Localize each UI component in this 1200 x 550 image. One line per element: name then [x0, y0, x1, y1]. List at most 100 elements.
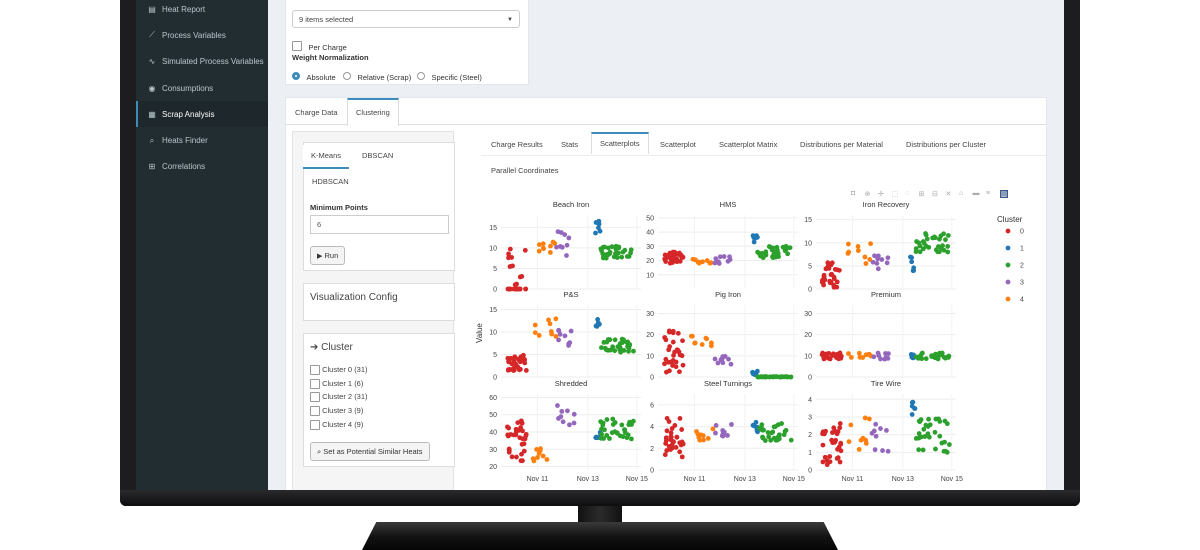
y-tick-label: 10 — [646, 272, 654, 279]
cluster-1-checkbox[interactable] — [310, 378, 320, 389]
tab-kmeans[interactable]: K-Means — [303, 145, 350, 169]
y-tick-label: 0 — [493, 375, 497, 382]
cluster-2-point — [760, 374, 766, 380]
sidebar-item-label: Scrap Analysis — [162, 109, 215, 119]
tab-dbscan[interactable]: DBSCAN — [362, 151, 394, 160]
per-charge-checkbox[interactable] — [292, 40, 302, 51]
cluster-title: Cluster — [321, 342, 353, 353]
cluster-2-point — [600, 422, 606, 428]
cluster-0-point — [821, 274, 827, 279]
legend-label[interactable]: 3 — [1020, 280, 1024, 287]
min-points-input[interactable]: 6 — [310, 215, 449, 234]
spike-icon[interactable]: ▬ — [972, 190, 980, 197]
panel-title: Steel Turnings — [704, 379, 752, 388]
y-tick-label: 10 — [804, 240, 812, 247]
specific-steel-radio[interactable] — [417, 71, 425, 80]
specific-steel-option[interactable]: Specific (Steel) — [417, 67, 482, 85]
tab-distributions-per-material[interactable]: Distributions per Material — [800, 140, 883, 149]
cluster-0-point — [828, 262, 834, 268]
per-charge-row[interactable]: Per Charge — [292, 37, 347, 55]
compare-icon[interactable]: ≡ — [986, 190, 991, 197]
cluster-4-point — [846, 351, 851, 356]
legend-label[interactable]: 4 — [1020, 297, 1024, 304]
legend-label[interactable]: 1 — [1020, 246, 1024, 253]
cluster-0-point — [837, 425, 843, 431]
legend-label[interactable]: 2 — [1020, 263, 1024, 270]
set-similar-heats-button[interactable]: ⌕ Set as Potential Similar Heats — [310, 442, 430, 461]
cluster-1-point — [909, 255, 915, 260]
relative-scrap-radio[interactable] — [343, 71, 351, 80]
tab-distributions-per-cluster[interactable]: Distributions per Cluster — [906, 140, 987, 149]
items-select[interactable]: 9 items selected ▼ — [292, 10, 520, 28]
relative-scrap-option[interactable]: Relative (Scrap) — [343, 67, 411, 85]
tab-stats[interactable]: Stats — [561, 140, 579, 149]
cluster-2-point — [599, 431, 605, 437]
sidebar-item-scrap-analysis[interactable]: ▦ Scrap Analysis — [136, 101, 268, 128]
cluster-2-point — [763, 374, 769, 380]
cluster-1-option[interactable]: Cluster 1 (6) — [310, 379, 363, 389]
zoom-out-icon[interactable]: ⊟ — [932, 191, 938, 198]
y-tick-label: 30 — [804, 311, 812, 318]
cluster-0-point — [821, 356, 827, 361]
cluster-2-point — [942, 355, 948, 361]
sidebar-item-simulated-process-variables[interactable]: ∿ Simulated Process Variables — [136, 49, 268, 75]
camera-icon[interactable]: ◘ — [851, 190, 856, 197]
zoom-icon[interactable]: ⊕ — [864, 191, 871, 198]
lasso-icon[interactable]: ◌ — [905, 190, 910, 197]
cluster-0-point — [662, 361, 667, 367]
x-tick-label: Nov 11 — [684, 476, 706, 483]
sidebar-item-consumptions[interactable]: ◉ Consumptions — [136, 75, 268, 101]
cluster-3-point — [728, 361, 734, 367]
cluster-0-checkbox[interactable] — [310, 365, 320, 376]
cluster-2-point — [924, 236, 930, 242]
cluster-3-checkbox[interactable] — [310, 406, 320, 417]
plotly-logo-icon[interactable]: ▥ — [999, 190, 1009, 198]
sidebar-item-heats-finder[interactable]: ⌕ Heats Finder — [136, 127, 268, 153]
absolute-radio[interactable] — [292, 71, 300, 80]
tab-scatterplots[interactable]: Scatterplots — [591, 132, 649, 154]
sidebar-item-process-variables[interactable]: ⟋ Process Variables — [136, 22, 268, 48]
cluster-0-point — [521, 448, 527, 454]
legend-label[interactable]: 0 — [1020, 229, 1024, 236]
cluster-0-point — [663, 259, 669, 264]
cluster-0-point — [519, 451, 524, 457]
cluster-3-option[interactable]: Cluster 3 (9) — [310, 406, 363, 417]
visualization-config-box[interactable]: Visualization Config — [303, 283, 455, 321]
box-select-icon[interactable]: ⬚ — [891, 191, 899, 198]
legend-marker[interactable] — [1005, 245, 1011, 251]
legend-marker[interactable] — [1005, 296, 1011, 302]
run-button[interactable]: ▶ Run — [310, 246, 346, 265]
cluster-0-point — [518, 425, 524, 430]
autoscale-icon[interactable]: ✕ — [945, 191, 952, 198]
panel-title: P&S — [563, 290, 579, 299]
cluster-2-point — [779, 374, 785, 380]
cluster-2-point — [945, 233, 951, 238]
tab-charge-data[interactable]: Charge Data — [295, 108, 338, 117]
legend-marker[interactable] — [1005, 279, 1011, 285]
pan-icon[interactable]: ✛ — [878, 191, 884, 198]
tab-parallel-coordinates[interactable]: Parallel Coordinates — [491, 166, 559, 175]
cluster-0-point — [838, 355, 844, 361]
sidebar-item-correlations[interactable]: ⊞ Correlations — [136, 154, 268, 180]
cluster-4-option[interactable]: Cluster 4 (9) — [310, 420, 363, 430]
cluster-2-point — [933, 416, 939, 422]
cluster-4-checkbox[interactable] — [310, 419, 320, 430]
tab-clustering[interactable]: Clustering — [347, 98, 399, 126]
cluster-2-option[interactable]: Cluster 2 (31) — [310, 392, 368, 403]
legend-marker[interactable] — [1005, 262, 1011, 268]
absolute-option[interactable]: Absolute — [292, 67, 336, 85]
cluster-0-point — [511, 368, 517, 374]
cluster-2-checkbox[interactable] — [310, 392, 320, 403]
tab-charge-results[interactable]: Charge Results — [491, 140, 543, 149]
zoom-in-icon[interactable]: ⊞ — [918, 191, 925, 198]
sidebar-item-heat-report[interactable]: ▤ Heat Report — [136, 0, 268, 22]
tab-hdbscan[interactable]: HDBSCAN — [312, 177, 349, 186]
tab-scatterplot-matrix[interactable]: Scatterplot Matrix — [719, 140, 778, 149]
legend-marker[interactable] — [1005, 228, 1011, 234]
home-icon[interactable]: ⌂ — [959, 190, 964, 197]
y-tick-label: 5 — [493, 352, 497, 359]
wave-icon: ∿ — [148, 57, 156, 67]
y-tick-label: 15 — [804, 217, 812, 224]
cluster-0-option[interactable]: Cluster 0 (31) — [310, 365, 368, 376]
tab-scatterplot[interactable]: Scatterplot — [660, 140, 696, 149]
